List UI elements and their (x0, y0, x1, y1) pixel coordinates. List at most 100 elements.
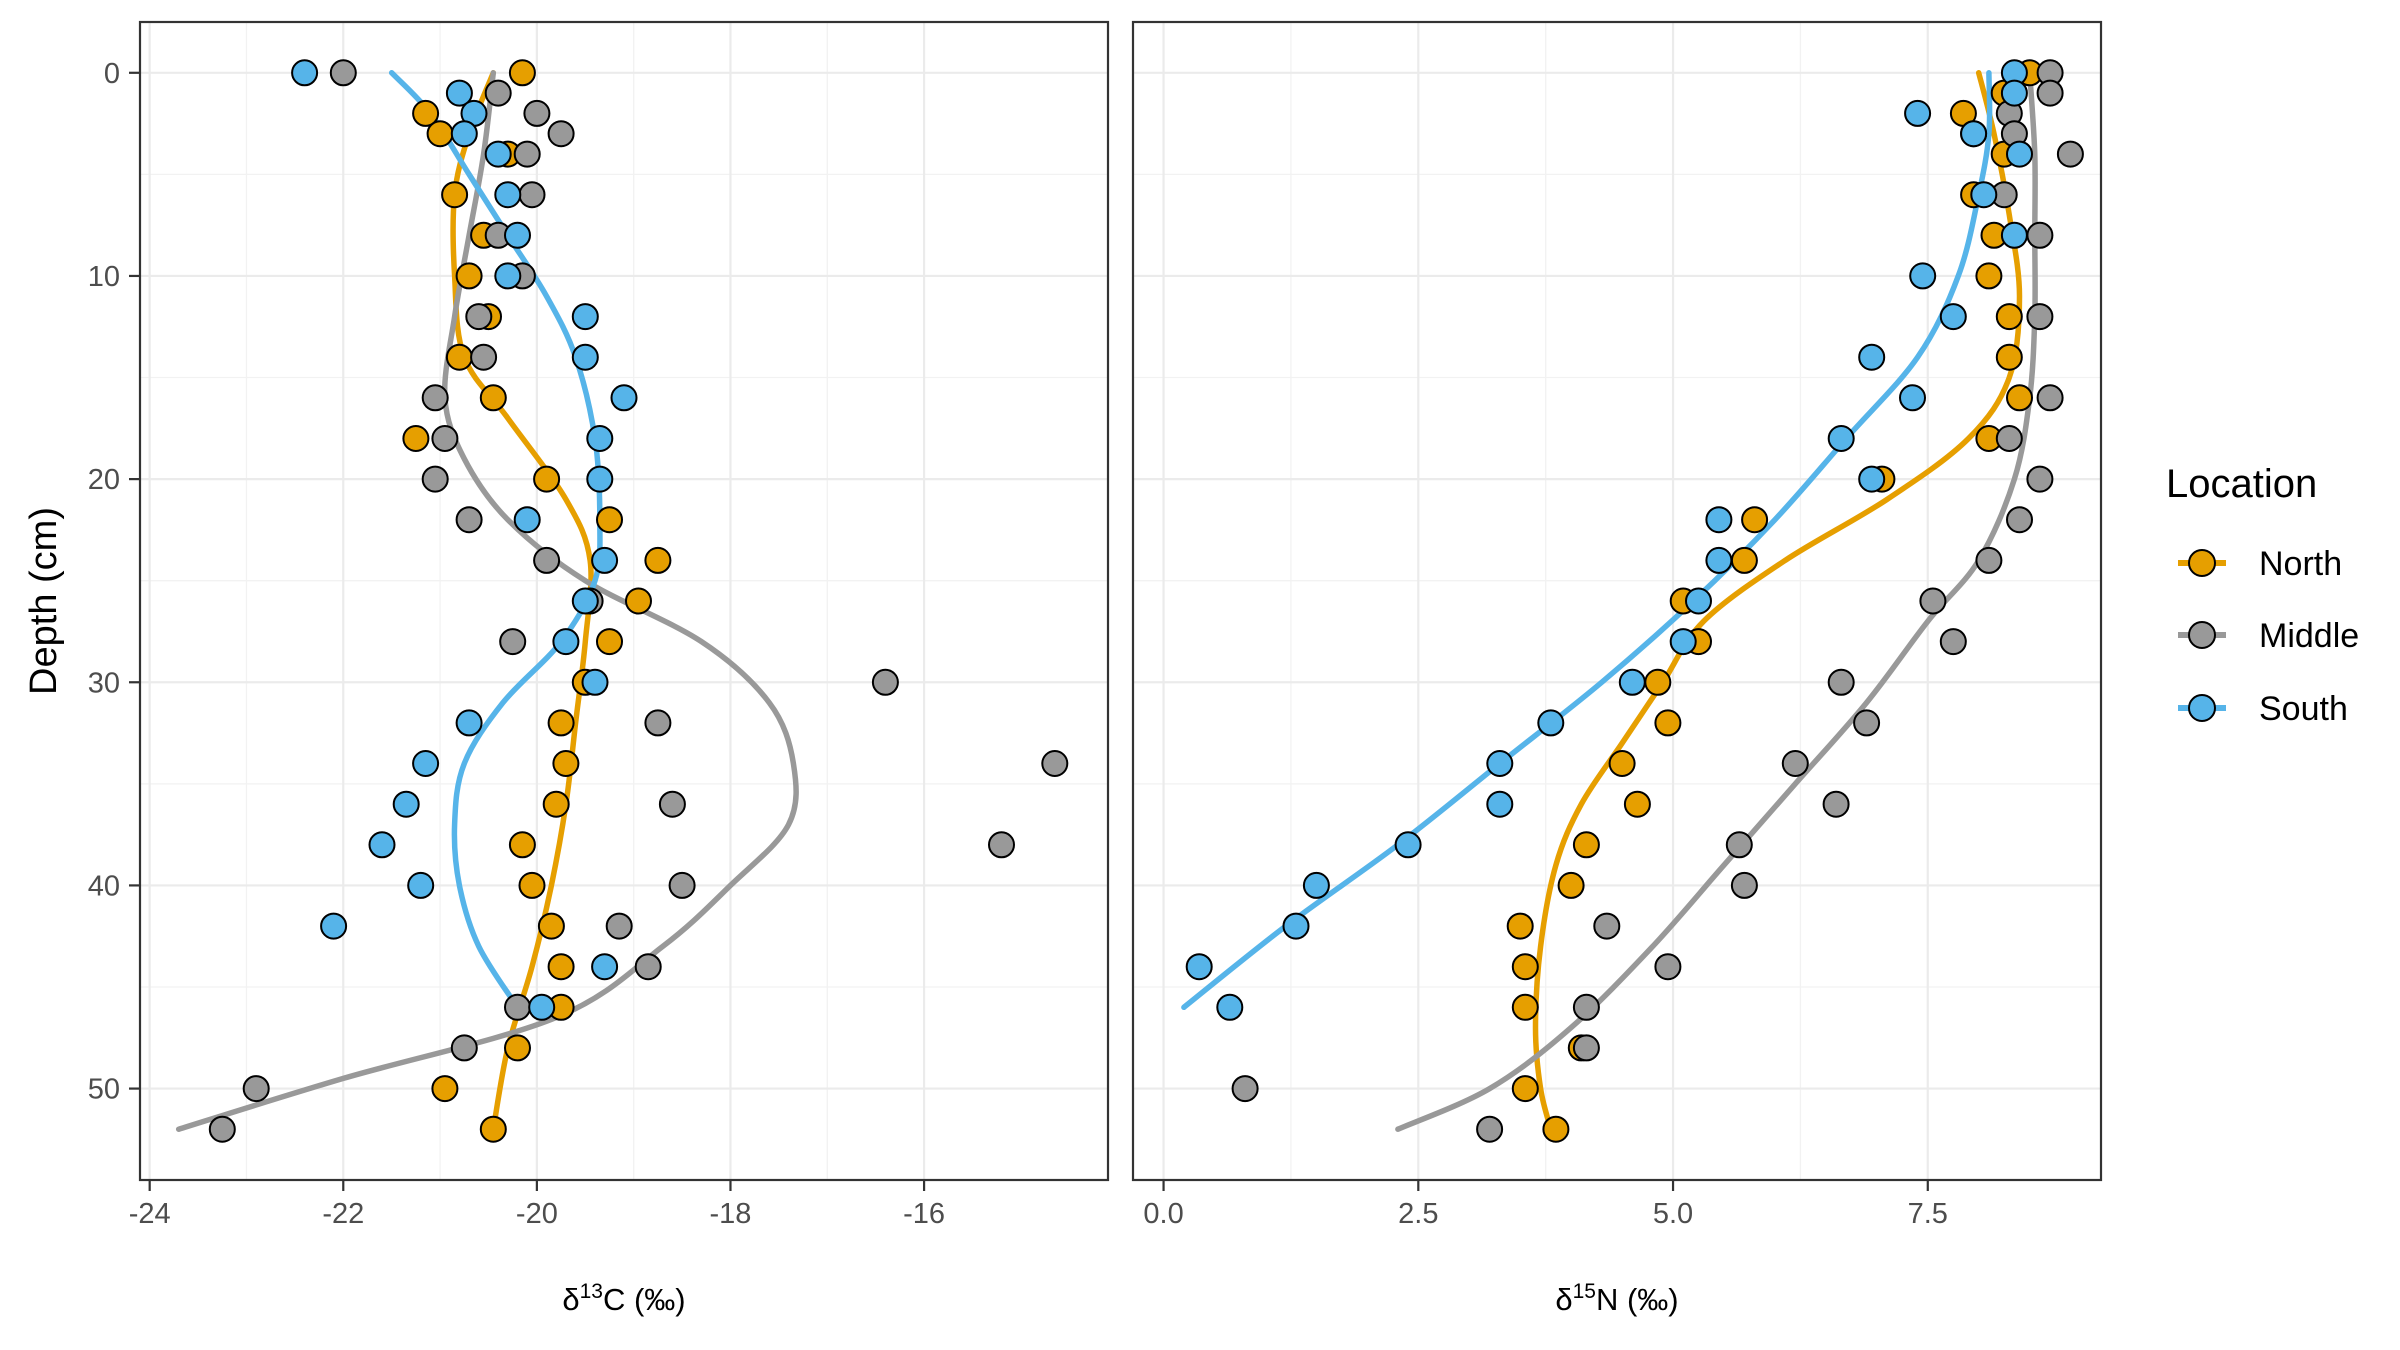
d13c-point-middle (605, 912, 633, 940)
d15n-point-south (1705, 506, 1733, 534)
d15n-point-south (1899, 384, 1926, 412)
d13c-point-south (368, 831, 396, 859)
d13c-point-south (484, 140, 512, 168)
d13c-point-south (291, 59, 319, 87)
d15n-point-south (1685, 587, 1712, 615)
d15n-point-north (1995, 343, 2023, 371)
d15n-point-middle (2036, 384, 2064, 412)
y-axis-title: Depth (cm) (23, 507, 65, 695)
legend-key-point-middle (2188, 621, 2216, 649)
panel-d15n: 0.0 2.5 5.0 7.5 δ15N (‰) (1131, 20, 2103, 1317)
d15n-point-middle (1827, 668, 1855, 696)
d15n-point-middle (1654, 953, 1682, 981)
panel-d13c-x-axis-title: δ13C (‰) (562, 1280, 685, 1317)
d13c-x-tick-label: -16 (903, 1198, 945, 1230)
d13c-point-south (571, 303, 599, 331)
legend-item-north: North (2178, 545, 2342, 583)
d15n-point-north (1741, 506, 1769, 534)
d13c-point-south (571, 343, 599, 371)
d15n-point-middle (1231, 1075, 1259, 1103)
d13c-point-middle (450, 1034, 478, 1062)
d13c-point-middle (1041, 750, 1069, 777)
d13c-point-middle (634, 953, 662, 981)
d15n-point-south (1486, 790, 1514, 818)
d13c-point-north (644, 546, 672, 574)
y-tick-label: 20 (88, 464, 120, 496)
y-tick-label: 50 (88, 1074, 120, 1106)
d15n-point-south (1216, 993, 1244, 1021)
legend-key-point-north (2188, 549, 2216, 577)
d13c-point-middle (533, 546, 561, 574)
panel-d13c-border (138, 20, 1110, 1182)
d13c-point-middle (871, 668, 899, 696)
d13c-point-north (431, 1075, 459, 1103)
d13c-point-middle (668, 871, 696, 899)
d13c-point-south (504, 221, 531, 249)
d15n-point-middle (1781, 750, 1809, 777)
d13c-point-north (426, 120, 454, 148)
d13c-point-south (494, 262, 522, 290)
d13c-point-middle (421, 465, 449, 493)
d15n-point-north (1608, 750, 1636, 777)
d15n-point-south (1960, 120, 1988, 148)
d15n-point-middle (1476, 1115, 1504, 1143)
d15n-point-north (1644, 668, 1672, 696)
panel-d13c: -24 -22 -20 -18 -16 0 10 20 30 40 50 δ13C (‰) (88, 20, 1110, 1317)
d15n-x-tick-label: 7.5 (1908, 1198, 1948, 1230)
d13c-x-tick-label: -22 (322, 1198, 364, 1230)
d13c-point-south (455, 709, 483, 737)
d13c-point-north (596, 628, 623, 656)
d13c-point-south (412, 750, 440, 777)
panel-d15n-grid (1133, 22, 2101, 1180)
d13c-point-north (547, 953, 575, 981)
d15n-point-middle (1572, 993, 1600, 1021)
d13c-point-south (320, 912, 348, 940)
d15n-point-south (1618, 668, 1646, 696)
d15n-point-middle (2026, 465, 2054, 493)
d15n-point-north (1623, 790, 1651, 818)
d13c-point-south (552, 628, 580, 656)
d15n-point-north (1995, 303, 2023, 331)
d13c-point-middle (547, 120, 575, 148)
d13c-point-north (596, 506, 623, 534)
d13c-point-south (586, 425, 614, 452)
legend: Location North Middle South (2166, 462, 2359, 728)
legend-item-south: South (2178, 690, 2348, 728)
d13c-point-middle (455, 506, 483, 534)
d13c-point-north (412, 99, 440, 127)
d13c-point-north (508, 831, 536, 859)
d15n-point-middle (2006, 506, 2033, 534)
d13c-point-north (542, 790, 570, 818)
d15n-point-north (1542, 1115, 1570, 1143)
d13c-point-middle (421, 384, 449, 412)
d15n-point-south (1939, 303, 1967, 331)
d13c-point-south (494, 181, 522, 209)
d13c-point-north (537, 912, 565, 940)
d15n-point-south (1970, 181, 1998, 209)
d15n-point-north (1730, 546, 1758, 574)
d13c-point-north (625, 587, 652, 615)
d15n-point-south (1185, 953, 1213, 981)
d13c-point-middle (658, 790, 686, 818)
d13c-point-north (455, 262, 483, 290)
d15n-point-middle (1730, 871, 1758, 899)
d13c-point-south (571, 587, 599, 615)
d15n-point-middle (1975, 546, 2003, 574)
d15n-point-middle (2056, 140, 2084, 168)
d15n-point-north (1511, 953, 1539, 981)
panel-d15n-x-axis-ticks: 0.0 2.5 5.0 7.5 (1143, 1180, 1948, 1230)
y-axis-ticks: 0 10 20 30 40 50 (88, 58, 140, 1106)
d13c-point-north (508, 59, 536, 87)
d13c-point-north (547, 709, 575, 737)
d13c-point-south (610, 384, 638, 412)
d13c-point-middle (465, 303, 493, 331)
d13c-point-south (591, 546, 619, 574)
d13c-point-north (479, 1115, 507, 1143)
d13c-fit-line-north (450, 70, 594, 1132)
d15n-point-middle (2036, 79, 2064, 107)
legend-title: Location (2166, 462, 2317, 506)
d13c-point-north (552, 750, 580, 777)
panel-d15n-x-axis-title: δ15N (‰) (1555, 1280, 1678, 1317)
d13c-point-middle (504, 993, 531, 1021)
